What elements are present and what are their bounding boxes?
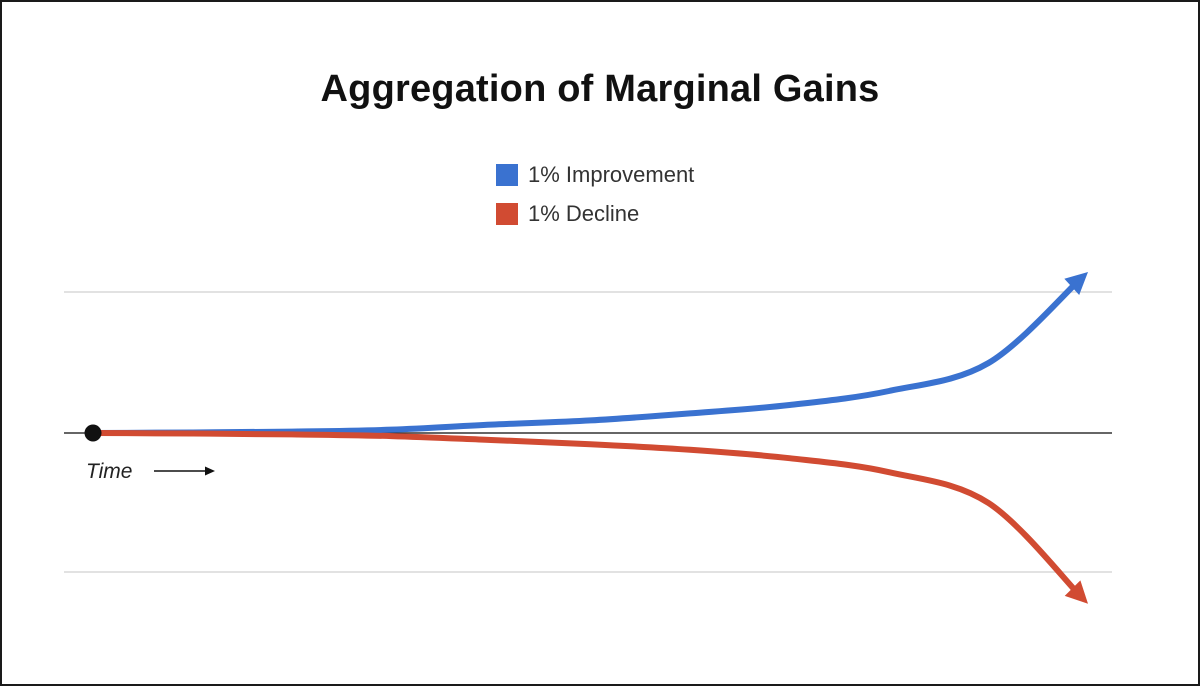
legend-swatch-improvement xyxy=(496,164,518,186)
x-axis-label: Time xyxy=(86,460,132,483)
series-line-improvement xyxy=(90,275,1084,436)
series-line-decline xyxy=(90,430,1084,600)
legend: 1% Improvement 1% Decline xyxy=(496,162,694,240)
origin-point xyxy=(84,424,102,442)
arrowhead-decline-icon xyxy=(1064,580,1088,604)
legend-swatch-decline xyxy=(496,203,518,225)
legend-label-decline: 1% Decline xyxy=(528,201,640,226)
legend-item-decline: 1% Decline xyxy=(496,201,694,227)
time-arrow-icon xyxy=(154,466,215,476)
chart-title: Aggregation of Marginal Gains xyxy=(320,68,880,110)
legend-label-improvement: 1% Improvement xyxy=(528,162,695,187)
arrowhead-improvement-icon xyxy=(1064,272,1088,295)
legend-item-improvement: 1% Improvement xyxy=(496,162,694,188)
series-layer xyxy=(90,272,1088,604)
